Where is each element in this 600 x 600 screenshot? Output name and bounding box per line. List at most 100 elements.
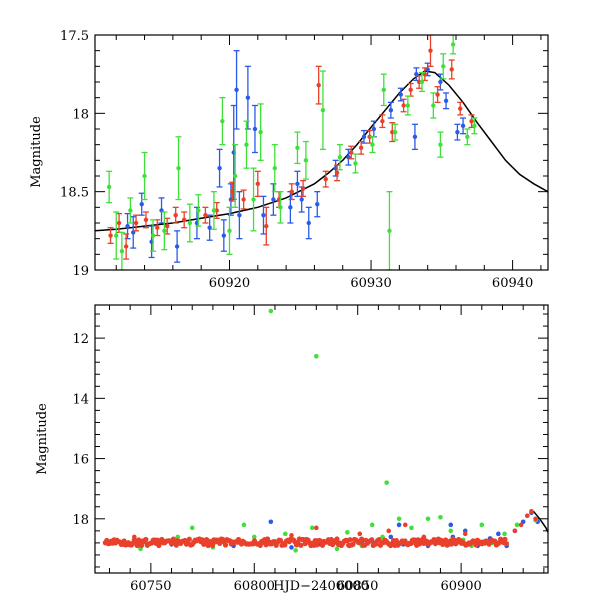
data-point [176, 165, 181, 171]
top-data-points [106, 35, 478, 270]
band-point [136, 537, 142, 543]
data-point [438, 79, 443, 85]
top-axis-ticks: 60920 60930 60940 17.5 18 18.5 19 [60, 29, 548, 291]
data-point [419, 79, 425, 85]
bottom-model-curve [532, 510, 548, 533]
data-point [443, 98, 449, 104]
data-point [230, 189, 235, 194]
x-tick-label: 60920 [209, 276, 250, 291]
data-point [438, 142, 443, 147]
x-tick-label: 60940 [492, 276, 533, 291]
band-point [186, 536, 192, 542]
data-point [315, 202, 320, 207]
data-point [173, 212, 178, 218]
band-point [121, 538, 127, 544]
bottom-plot-frame [94, 304, 549, 574]
data-point [288, 205, 293, 210]
data-point [448, 522, 454, 528]
data-point [187, 220, 193, 226]
data-point [388, 534, 394, 540]
data-point [458, 106, 463, 111]
data-point [289, 545, 294, 550]
band-point [170, 536, 176, 542]
data-point [398, 92, 403, 97]
data-point [529, 508, 534, 514]
y-tick-label: 18 [72, 107, 89, 122]
data-point [241, 197, 246, 202]
data-point [386, 528, 392, 534]
data-point [268, 519, 274, 525]
data-point [203, 212, 208, 218]
data-point [408, 87, 413, 93]
data-point [460, 123, 466, 129]
data-point [106, 184, 112, 190]
data-point [221, 233, 227, 238]
data-point [114, 233, 119, 238]
data-point [428, 48, 433, 53]
data-point [264, 223, 269, 229]
band-point [503, 540, 510, 547]
data-point [175, 534, 181, 540]
bottom-panel: 60750 60800 60850 60900 12 14 16 18 Magnitude H… [35, 304, 549, 594]
bottom-y-axis-label: Magnitude [35, 403, 50, 475]
data-point [441, 64, 446, 69]
data-point [211, 208, 217, 213]
data-point [174, 244, 180, 249]
x-tick-label: 60750 [130, 579, 171, 594]
y-tick-label: 16 [72, 453, 89, 468]
data-point [255, 181, 260, 187]
data-point [314, 353, 319, 359]
band-point [443, 537, 449, 543]
data-point [293, 548, 298, 553]
band-point [217, 540, 223, 546]
model-curve [532, 510, 548, 533]
data-point [502, 531, 507, 537]
data-point [361, 134, 367, 140]
band-point [369, 537, 375, 543]
data-point [150, 233, 156, 238]
data-point [241, 522, 247, 528]
data-point [380, 118, 385, 124]
data-point [162, 228, 167, 234]
data-point [496, 531, 501, 537]
data-point [220, 118, 225, 124]
data-point [412, 134, 418, 140]
data-point [381, 87, 386, 93]
data-point [300, 186, 306, 191]
data-point [245, 95, 251, 100]
data-point [155, 225, 160, 230]
data-point [465, 134, 470, 140]
band-point [143, 536, 149, 543]
y-tick-label: 14 [72, 392, 89, 407]
data-point [345, 530, 350, 535]
x-tick-label: 60930 [350, 276, 391, 291]
data-point [472, 123, 477, 129]
data-point [425, 516, 431, 522]
data-point [272, 165, 277, 171]
data-point [283, 531, 288, 537]
data-point [271, 197, 276, 202]
data-point [525, 513, 530, 519]
data-point [334, 170, 340, 176]
data-point [371, 126, 377, 132]
band-point [209, 542, 216, 548]
data-point [237, 212, 242, 218]
band-point [502, 536, 508, 542]
data-point [514, 522, 520, 528]
data-point [252, 126, 258, 132]
data-point [431, 103, 436, 108]
data-point [278, 205, 283, 210]
data-point [125, 223, 130, 229]
data-point [207, 225, 212, 230]
band-point [334, 536, 340, 542]
data-point [314, 525, 319, 531]
data-point [462, 531, 468, 537]
band-point [298, 542, 304, 548]
bottom-axis-ticks: 60750 60800 60850 60900 12 14 16 18 [72, 305, 548, 594]
data-point [369, 522, 375, 528]
top-plot-frame [94, 34, 549, 271]
model-curve [95, 70, 548, 232]
y-tick-label: 19 [72, 264, 89, 279]
data-point [251, 197, 256, 202]
